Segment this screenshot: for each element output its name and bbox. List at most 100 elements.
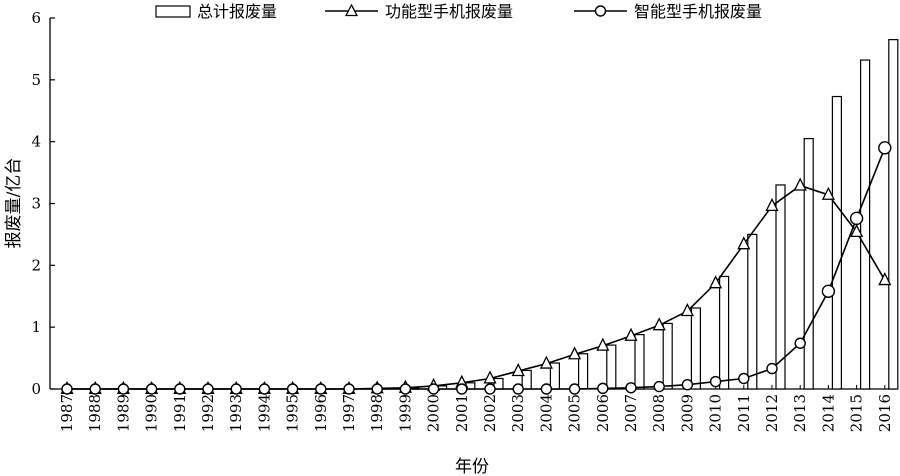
x-tick-label: 1989 xyxy=(114,394,132,432)
bar xyxy=(803,137,814,390)
bar xyxy=(690,307,702,390)
circle-marker xyxy=(653,380,665,393)
circle-marker xyxy=(89,383,101,395)
circle-marker xyxy=(709,375,722,388)
triangle-marker xyxy=(596,337,610,351)
legend-circle-marker xyxy=(594,5,607,17)
triangle-marker xyxy=(821,186,835,200)
x-tick-label: 2011 xyxy=(735,394,753,432)
x-tick-label: 2008 xyxy=(650,394,668,432)
series-line xyxy=(67,184,886,390)
bar xyxy=(718,275,730,390)
y-tick-label: 4 xyxy=(31,133,41,151)
bar xyxy=(606,344,617,390)
circle-marker xyxy=(399,383,412,395)
triangle-marker xyxy=(539,355,553,369)
triangle-marker xyxy=(765,197,779,212)
circle-marker xyxy=(568,383,581,395)
line-series xyxy=(60,141,892,395)
circle-marker xyxy=(61,383,73,395)
circle-marker xyxy=(821,284,836,299)
circle-marker xyxy=(427,383,440,395)
circle-marker xyxy=(738,372,750,385)
bar xyxy=(662,322,673,390)
circle-marker xyxy=(371,383,383,395)
circle-marker xyxy=(343,383,355,395)
x-tick-label: 2016 xyxy=(876,394,894,432)
y-tick-label: 2 xyxy=(31,256,41,274)
triangle-marker xyxy=(652,317,666,331)
y-tick-label: 6 xyxy=(31,9,41,27)
legend: 总计报废量 功能型手机报废量 智能型手机报废量 xyxy=(155,2,762,21)
triangle-marker xyxy=(737,236,751,250)
x-tick-label: 1988 xyxy=(86,394,104,432)
circle-marker xyxy=(230,383,242,395)
x-tick-label: 1991 xyxy=(171,394,189,432)
triangle-marker xyxy=(624,327,638,341)
bar xyxy=(775,184,786,390)
y-tick-label: 1 xyxy=(31,318,41,336)
x-tick-label: 2007 xyxy=(622,394,640,432)
legend-triangle-marker xyxy=(344,3,359,17)
triangle-marker xyxy=(680,303,694,317)
legend-label: 功能型手机报废量 xyxy=(385,2,513,21)
bar xyxy=(747,233,758,390)
bar xyxy=(634,333,645,390)
triangle-marker xyxy=(483,370,497,384)
x-tick-label: 1992 xyxy=(199,394,217,432)
bar xyxy=(888,39,899,390)
triangle-marker xyxy=(511,363,525,377)
x-tick-label: 1990 xyxy=(143,394,161,432)
x-tick-label: 1996 xyxy=(312,394,330,432)
circle-marker xyxy=(625,382,637,394)
circle-marker xyxy=(794,337,806,349)
bar xyxy=(831,95,843,390)
circle-marker xyxy=(145,383,158,395)
circle-marker xyxy=(315,383,327,395)
circle-marker xyxy=(681,378,694,391)
circle-marker xyxy=(456,383,468,395)
legend-label: 总计报废量 xyxy=(197,2,277,21)
bar-series xyxy=(380,39,899,390)
triangle-marker xyxy=(568,346,582,360)
x-tick-label: 2001 xyxy=(453,394,471,432)
x-tick-label: 2005 xyxy=(566,394,584,432)
x-tick-label: 1997 xyxy=(340,394,358,432)
x-tick-label: 2003 xyxy=(509,394,527,432)
y-tick-label: 3 xyxy=(31,195,41,213)
y-tick-label: 0 xyxy=(31,380,41,398)
x-tick-label: 2014 xyxy=(819,394,837,432)
circle-marker xyxy=(286,383,299,395)
circle-marker xyxy=(484,383,496,395)
y-tick-label: 5 xyxy=(31,71,41,89)
circle-marker xyxy=(258,383,271,395)
legend-label: 智能型手机报废量 xyxy=(634,2,762,21)
circle-marker xyxy=(512,383,524,395)
circle-marker xyxy=(849,211,864,226)
x-tick-label: 1995 xyxy=(284,394,302,432)
y-axis-title: 报废量/亿台 xyxy=(4,158,24,249)
x-tick-label: 2000 xyxy=(425,394,443,432)
x-tick-label: 1998 xyxy=(368,394,386,432)
circle-marker xyxy=(878,141,892,155)
x-tick-label: 1994 xyxy=(255,394,273,432)
circle-marker xyxy=(597,382,609,395)
x-tick-label: 1999 xyxy=(396,394,414,432)
circle-marker xyxy=(766,362,778,375)
x-tick-label: 1993 xyxy=(227,394,245,432)
bar xyxy=(521,369,532,390)
circle-marker xyxy=(540,383,553,395)
triangle-marker xyxy=(878,272,892,286)
x-tick-label: 2010 xyxy=(707,394,725,432)
circle-marker xyxy=(202,383,214,395)
triangle-marker xyxy=(709,275,723,289)
x-tick-label: 2004 xyxy=(537,394,555,432)
x-tick-label: 1987 xyxy=(58,394,76,432)
x-tick-label: 2013 xyxy=(791,394,809,432)
legend-bar-swatch xyxy=(155,5,191,18)
x-tick-label: 2009 xyxy=(678,394,696,432)
triangle-marker xyxy=(793,177,807,191)
x-tick-label: 2012 xyxy=(763,394,781,432)
x-axis-title: 年份 xyxy=(455,457,489,476)
